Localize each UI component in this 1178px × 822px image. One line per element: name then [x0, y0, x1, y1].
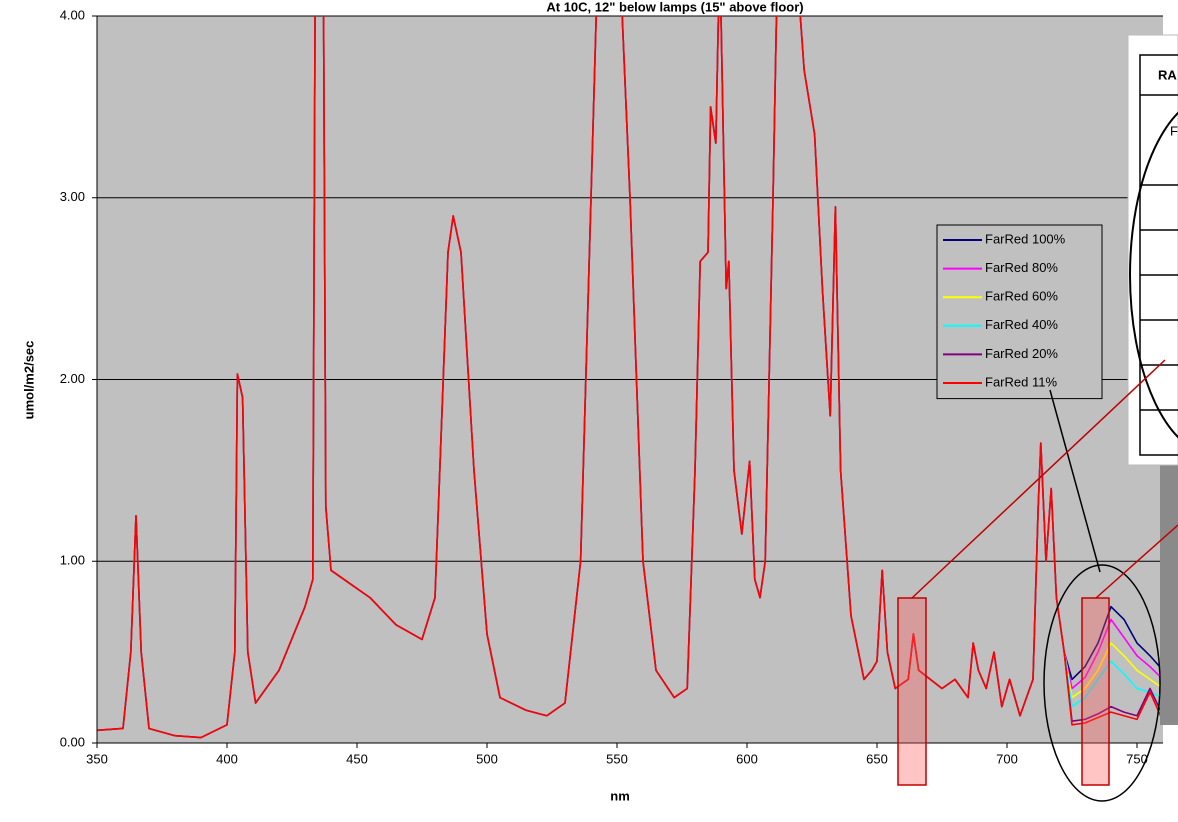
pointer-line — [911, 359, 1166, 599]
legend-label: FarRed 40% — [985, 317, 1058, 332]
table-lines — [1139, 54, 1178, 456]
y-tick-label: 0.00 — [60, 734, 85, 749]
x-axis-label: nm — [610, 788, 630, 803]
legend-label: FarRed 80% — [985, 260, 1058, 275]
x-tick-label: 750 — [1126, 751, 1148, 766]
legend-label: FarRed 100% — [985, 231, 1066, 246]
y-tick-label: 2.00 — [60, 371, 85, 386]
legend-label: FarRed 60% — [985, 289, 1058, 304]
x-tick-label: 550 — [606, 751, 628, 766]
x-tick-label: 450 — [346, 751, 368, 766]
series-line — [97, 16, 1163, 739]
x-tick-label: 650 — [866, 751, 888, 766]
y-tick-label: 1.00 — [60, 553, 85, 568]
y-tick-label: 3.00 — [60, 189, 85, 204]
photo-fragment — [1160, 465, 1178, 725]
x-tick-label: 350 — [86, 751, 108, 766]
x-tick-label: 400 — [216, 751, 238, 766]
legend-box — [936, 224, 1103, 400]
chart-title: At 10C, 12" below lamps (15" above floor… — [546, 0, 803, 14]
x-tick-label: 600 — [736, 751, 758, 766]
legend-label: FarRed 11% — [985, 374, 1057, 389]
y-axis-label: umol/m2/sec — [21, 341, 36, 420]
pointer-line — [1049, 389, 1101, 573]
highlight-box — [1081, 597, 1110, 786]
table-text: RA — [1158, 67, 1177, 82]
pointer-line — [1095, 524, 1178, 599]
highlight-ellipse — [1043, 564, 1161, 802]
legend-label: FarRed 20% — [985, 346, 1058, 361]
x-tick-label: 700 — [996, 751, 1018, 766]
x-tick-label: 500 — [476, 751, 498, 766]
table-image — [1127, 34, 1178, 466]
highlight-ellipse — [1129, 111, 1178, 439]
highlight-box — [897, 597, 927, 786]
table-text: F — [1170, 123, 1178, 138]
y-tick-label: 4.00 — [60, 7, 85, 22]
